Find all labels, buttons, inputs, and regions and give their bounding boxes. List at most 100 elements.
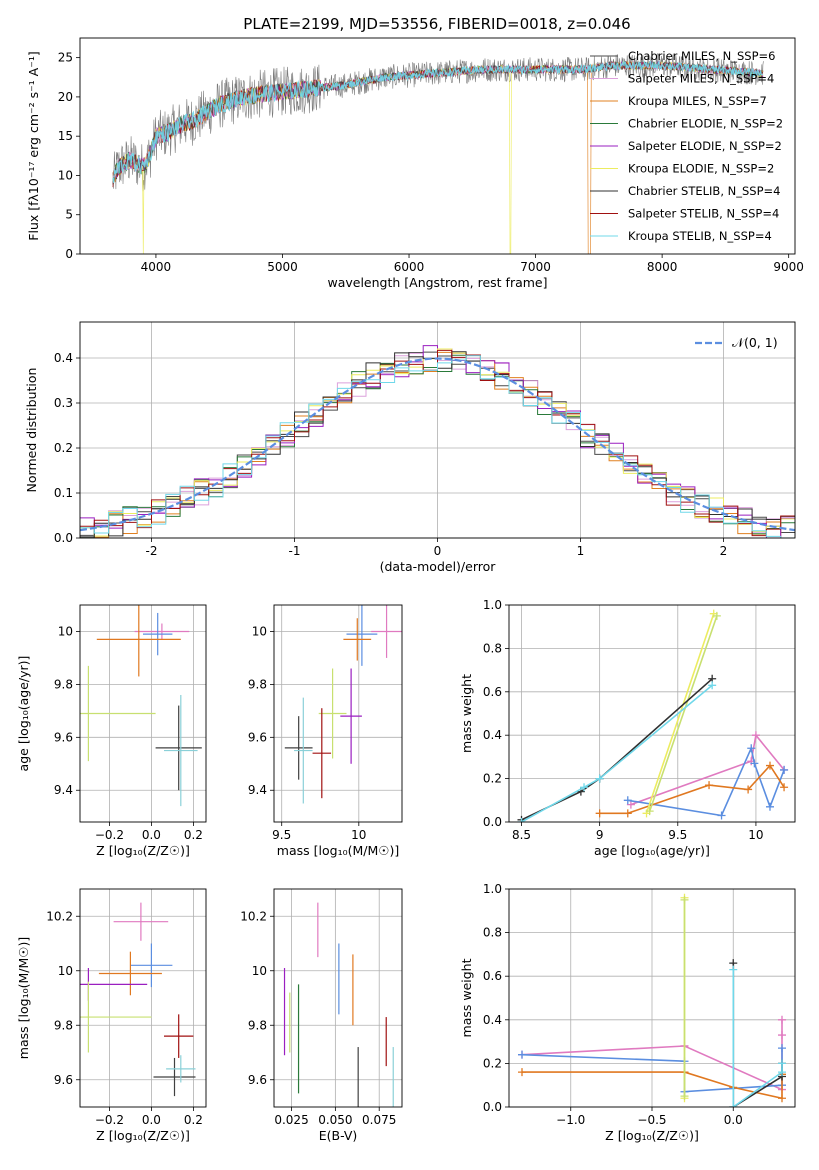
weight-marker-2-3 xyxy=(744,785,753,794)
y-tick-label: 9.8 xyxy=(248,677,267,691)
weight-marker-0-4 xyxy=(778,1015,786,1024)
axes-frame xyxy=(79,888,207,1108)
weight-marker-6-2 xyxy=(595,774,604,783)
histogram-series-4 xyxy=(80,345,795,538)
legend-entry-2: Kroupa MILES, N_SSP=7 xyxy=(628,94,767,108)
y-tick-label: 15 xyxy=(58,129,73,143)
y-tick-label: 20 xyxy=(58,90,73,104)
spectrum-model-line-1 xyxy=(112,61,764,254)
weight-marker-0-0 xyxy=(626,800,635,809)
y-tick-label: 0.4 xyxy=(483,1013,502,1027)
y-tick-label: 10 xyxy=(58,168,73,182)
legend-entry-3: Chabrier ELODIE, N_SSP=2 xyxy=(628,117,783,131)
y-tick-label: 10 xyxy=(58,964,73,978)
x-axis-label: Z [log₁₀(Z/Z☉)] xyxy=(96,1128,190,1143)
weight-marker-1-0 xyxy=(518,1050,526,1059)
weight-marker-1-0 xyxy=(623,796,632,805)
axes-frame xyxy=(79,604,207,823)
axes-frame xyxy=(79,37,796,255)
weight-marker-4-0 xyxy=(645,807,654,816)
weight-marker-1-4 xyxy=(778,1044,786,1053)
y-tick-label: 0.4 xyxy=(483,728,502,742)
y-tick-label: 9.6 xyxy=(248,730,267,744)
plot-area xyxy=(80,605,202,807)
weight-series-3 xyxy=(645,613,715,814)
weight-series-1 xyxy=(627,745,785,817)
y-tick-label: 0.8 xyxy=(483,926,502,940)
plot-area xyxy=(112,52,764,254)
y-tick-label: 9.6 xyxy=(248,1073,267,1087)
x-axis-label: Z [log₁₀(Z/Z☉)] xyxy=(96,843,190,858)
x-tick-label: 9 xyxy=(596,828,604,842)
x-tick-label: 9.5 xyxy=(272,828,291,842)
weight-marker-1-5 xyxy=(780,765,789,774)
y-tick-label: 1.0 xyxy=(483,882,502,896)
y-tick-label: 0 xyxy=(65,247,73,261)
normal-distribution-curve xyxy=(80,357,795,532)
x-tick-label: 0.0 xyxy=(142,1113,161,1127)
plot-area xyxy=(518,893,786,1107)
y-tick-label: 9.8 xyxy=(248,1018,267,1032)
x-tick-label: 0.2 xyxy=(184,828,203,842)
legend-entry-normal: 𝒩(0, 1) xyxy=(732,335,778,350)
weight-marker-1-4 xyxy=(765,802,774,811)
weight-marker-2-1 xyxy=(623,809,632,818)
x-tick-label: 9000 xyxy=(773,260,804,274)
mass-vs-metallicity-panel: −0.2 0.0 0.2 9.6 9.8 10 10.2 Z [log₁₀(Z/Z☉)] mas… xyxy=(16,888,207,1143)
x-tick-label: 6000 xyxy=(394,260,425,274)
x-axis-label: Z [log₁₀(Z/Z☉)] xyxy=(605,1128,699,1143)
weight-marker-6-1 xyxy=(580,783,589,792)
weight-marker-4-0 xyxy=(680,1092,689,1101)
axes-frame xyxy=(79,321,796,539)
x-tick-label: 9.5 xyxy=(668,828,687,842)
weight-marker-4-1 xyxy=(712,611,721,620)
y-axis-label: Normed distribution xyxy=(24,368,39,493)
legend-entry-4: Salpeter ELODIE, N_SSP=2 xyxy=(628,139,782,153)
weight-marker-2-4 xyxy=(765,761,774,770)
legend-entry-0: Chabrier MILES, N_SSP=6 xyxy=(628,49,775,63)
x-tick-label: 7000 xyxy=(520,260,551,274)
weight-marker-1-2 xyxy=(747,744,756,753)
weight-marker-2-0 xyxy=(595,809,604,818)
x-tick-label: 0.0 xyxy=(142,828,161,842)
x-tick-label: 0.025 xyxy=(274,1113,308,1127)
weight-marker-2-3 xyxy=(778,1094,786,1103)
y-tick-label: 0.2 xyxy=(54,441,73,455)
weight-marker-6-3 xyxy=(778,1059,786,1068)
x-axis-label: age [log₁₀(age/yr)] xyxy=(594,843,710,858)
weight-marker-0-3 xyxy=(778,1031,786,1040)
y-axis-label: age [log₁₀(age/yr)] xyxy=(16,656,31,772)
mass-weight-vs-metallicity-panel: −1.0 −0.5 0.0 0.0 0.2 0.4 0.6 0.8 1.0 Z [log₁₀(Z/… xyxy=(459,882,796,1143)
weight-series-6 xyxy=(732,969,783,1107)
legend-entry-7: Salpeter STELIB, N_SSP=4 xyxy=(628,207,779,221)
x-tick-label: −0.2 xyxy=(95,828,124,842)
y-tick-label: 0.2 xyxy=(483,1056,502,1070)
weight-marker-2-2 xyxy=(705,781,714,790)
y-tick-label: 25 xyxy=(58,51,73,65)
y-tick-label: 5 xyxy=(65,208,73,222)
x-axis-label: (data-model)/error xyxy=(380,559,497,574)
y-tick-label: 0.1 xyxy=(54,486,73,500)
y-tick-label: 10.2 xyxy=(240,909,267,923)
y-axis-label: mass [log₁₀(M/M☉)] xyxy=(16,937,31,1059)
x-tick-label: 1 xyxy=(577,544,585,558)
x-tick-label: 0.075 xyxy=(362,1113,396,1127)
y-tick-label: 10 xyxy=(58,624,73,638)
x-axis-label: wavelength [Angstrom, rest frame] xyxy=(327,275,547,290)
y-tick-label: 9.8 xyxy=(54,677,73,691)
residuals-panel: -2 -1 0 1 2 0.0 0.1 0.2 0.3 0.4 (data-model)/error… xyxy=(24,321,796,574)
y-tick-label: 10 xyxy=(252,964,267,978)
x-tick-label: -2 xyxy=(146,544,158,558)
y-tick-label: 0.8 xyxy=(483,641,502,655)
weight-marker-1-3 xyxy=(750,759,759,768)
weight-marker-4-1 xyxy=(680,895,689,904)
axes-frame xyxy=(273,604,403,823)
figure-title: PLATE=2199, MJD=53556, FIBERID=0018, z=0… xyxy=(243,15,630,33)
spectrum-model-line-4 xyxy=(112,60,764,254)
plot-area xyxy=(517,609,789,822)
x-tick-label: −0.2 xyxy=(95,1113,124,1127)
weight-series-2 xyxy=(599,764,785,815)
x-axis-label: mass [log₁₀(M/M☉)] xyxy=(277,843,399,858)
weight-marker-6-3 xyxy=(708,681,717,690)
